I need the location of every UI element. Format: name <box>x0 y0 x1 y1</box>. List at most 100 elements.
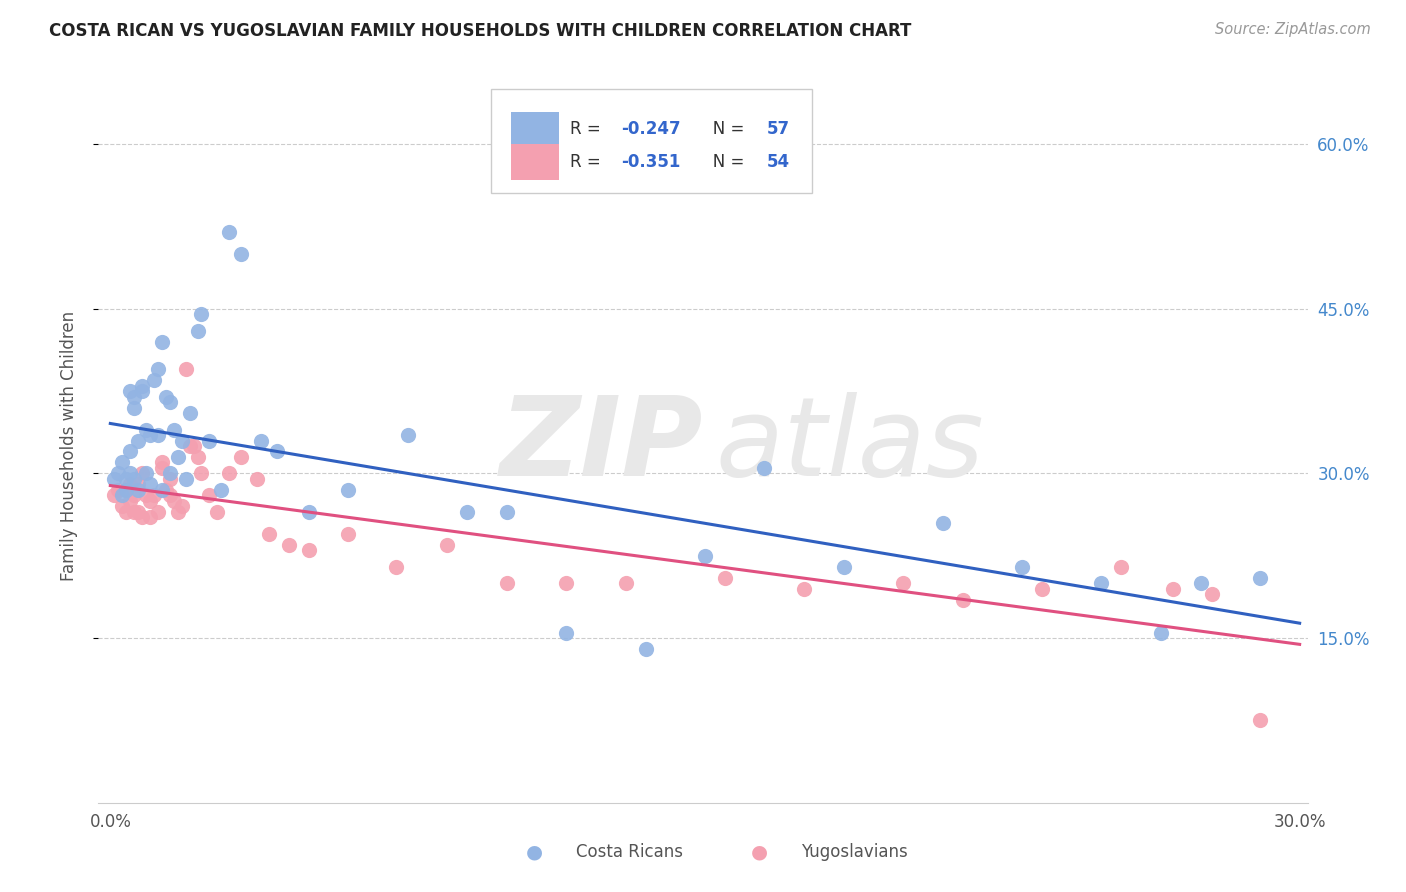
Point <box>122 488 145 502</box>
Point <box>139 510 162 524</box>
Point <box>207 505 229 519</box>
Point <box>891 576 914 591</box>
Point <box>163 423 186 437</box>
Text: N =: N = <box>697 153 749 171</box>
Point <box>120 444 142 458</box>
Point <box>186 450 208 464</box>
Point <box>456 505 478 519</box>
Point <box>103 488 125 502</box>
Point <box>127 505 149 519</box>
Point <box>139 428 162 442</box>
Point <box>155 483 177 497</box>
Point <box>1161 582 1184 596</box>
Point <box>257 526 280 541</box>
Point <box>150 483 173 497</box>
Point <box>127 477 149 491</box>
Point <box>131 467 153 481</box>
Point <box>634 642 657 657</box>
Point <box>1090 576 1112 591</box>
Point <box>1109 559 1132 574</box>
Point <box>495 505 517 519</box>
Point <box>174 362 197 376</box>
Point <box>170 434 193 448</box>
Point <box>436 538 458 552</box>
Point <box>146 362 169 376</box>
Point <box>1150 625 1173 640</box>
Point <box>115 483 138 497</box>
Point <box>555 576 578 591</box>
Point <box>159 395 181 409</box>
Point <box>714 571 737 585</box>
Point <box>139 477 162 491</box>
Point <box>190 307 212 321</box>
Point <box>231 247 253 261</box>
Point <box>179 406 201 420</box>
Text: 57: 57 <box>768 120 790 138</box>
Point <box>277 538 299 552</box>
Point <box>183 439 205 453</box>
Point <box>555 625 578 640</box>
Point <box>832 559 855 574</box>
Point <box>122 472 145 486</box>
Point <box>142 373 165 387</box>
Point <box>170 500 193 514</box>
Point <box>246 472 269 486</box>
Point <box>1201 587 1223 601</box>
Point <box>111 488 134 502</box>
Point <box>159 472 181 486</box>
Point <box>754 461 776 475</box>
Text: R =: R = <box>569 120 606 138</box>
Text: Source: ZipAtlas.com: Source: ZipAtlas.com <box>1215 22 1371 37</box>
FancyBboxPatch shape <box>492 89 811 193</box>
Text: ZIP: ZIP <box>499 392 703 500</box>
Point <box>135 488 157 502</box>
Point <box>297 543 319 558</box>
Point <box>120 467 142 481</box>
Point <box>131 384 153 398</box>
Point <box>1031 582 1053 596</box>
Point <box>120 477 142 491</box>
Point <box>122 390 145 404</box>
Point <box>266 444 288 458</box>
Point <box>111 500 134 514</box>
Point <box>166 450 188 464</box>
Point <box>297 505 319 519</box>
Point <box>107 467 129 481</box>
Point <box>146 428 169 442</box>
Point <box>231 450 253 464</box>
Text: N =: N = <box>697 120 749 138</box>
Point <box>174 472 197 486</box>
Point <box>932 516 955 530</box>
Text: ●: ● <box>751 842 768 862</box>
Point <box>150 455 173 469</box>
Text: atlas: atlas <box>716 392 984 500</box>
Point <box>384 559 406 574</box>
Text: ●: ● <box>526 842 543 862</box>
Point <box>131 378 153 392</box>
Point <box>103 472 125 486</box>
Point <box>150 334 173 349</box>
Point <box>179 439 201 453</box>
Point <box>1249 714 1271 728</box>
Point <box>166 505 188 519</box>
Point <box>1011 559 1033 574</box>
Point <box>495 576 517 591</box>
Point <box>120 384 142 398</box>
Point <box>155 390 177 404</box>
Point <box>111 455 134 469</box>
Text: R =: R = <box>569 153 606 171</box>
Point <box>209 483 232 497</box>
Point <box>107 483 129 497</box>
Text: 54: 54 <box>768 153 790 171</box>
Text: -0.351: -0.351 <box>621 153 681 171</box>
Point <box>150 461 173 475</box>
Point <box>127 483 149 497</box>
Point <box>218 225 240 239</box>
Point <box>198 488 221 502</box>
Point <box>135 467 157 481</box>
Point <box>120 494 142 508</box>
Point <box>159 488 181 502</box>
Point <box>127 434 149 448</box>
Text: COSTA RICAN VS YUGOSLAVIAN FAMILY HOUSEHOLDS WITH CHILDREN CORRELATION CHART: COSTA RICAN VS YUGOSLAVIAN FAMILY HOUSEH… <box>49 22 911 40</box>
Point <box>190 467 212 481</box>
